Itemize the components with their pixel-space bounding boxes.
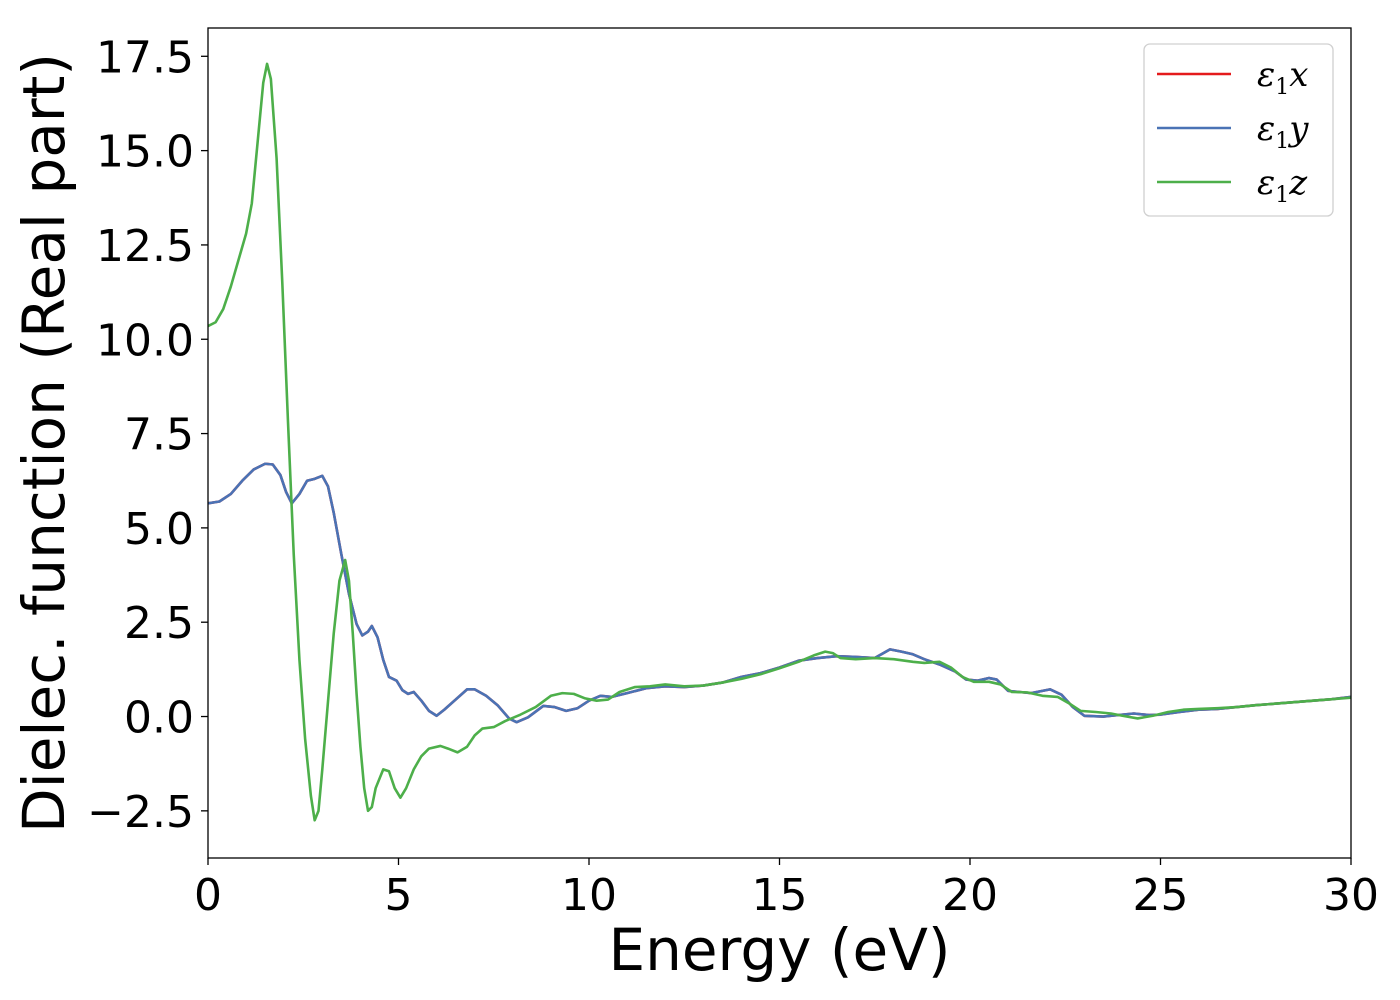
y-axis: −2.5 0.0 2.5 5.0 7.5 10.0 12.5 15.0 17.5: [87, 32, 208, 838]
legend-box: [1143, 43, 1334, 217]
x-tick-label: 15: [752, 870, 808, 921]
y-tick-label: 15.0: [96, 127, 194, 178]
y-tick-label: 0.0: [124, 693, 194, 744]
y-tick-label: 10.0: [96, 315, 194, 366]
x-tick-label: 20: [942, 870, 998, 921]
plot-area: [207, 27, 1352, 859]
legend: ε1x ε1y ε1z: [1143, 43, 1334, 217]
y-tick-label: 7.5: [124, 410, 194, 461]
series-line-z: [208, 62, 1351, 822]
x-axis-label: Energy (eV): [608, 916, 950, 984]
y-axis-label: Dielec. function (Real part): [10, 53, 78, 833]
x-tick-label: 25: [1133, 870, 1189, 921]
x-tick-label: 10: [561, 870, 617, 921]
legend-entry-x: ε1x: [1257, 55, 1308, 100]
legend-entry-z: ε1z: [1257, 163, 1308, 208]
x-axis: 0 5 10 15 20 25 30: [194, 858, 1379, 921]
x-tick-label: 0: [194, 870, 222, 921]
y-tick-label: 12.5: [96, 221, 194, 272]
legend-entry-y: ε1y: [1257, 109, 1309, 154]
series-group: [208, 62, 1351, 822]
y-tick-label: 17.5: [96, 32, 194, 83]
y-tick-label: −2.5: [87, 787, 194, 838]
y-tick-label: 5.0: [124, 504, 194, 555]
x-tick-label: 5: [385, 870, 413, 921]
y-tick-label: 2.5: [124, 598, 194, 649]
x-tick-label: 30: [1323, 870, 1379, 921]
